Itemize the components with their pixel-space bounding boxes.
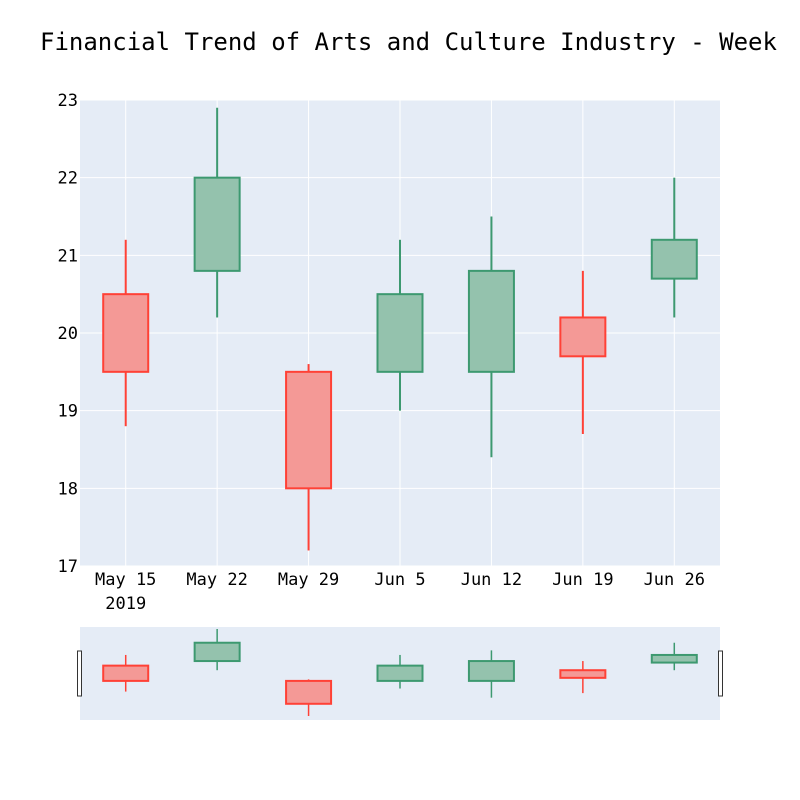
range-slider-right-handle[interactable]: [718, 650, 723, 697]
mini-candle-body: [376, 664, 424, 682]
mini-candle-body: [193, 641, 241, 663]
x-tick-label: May 15: [95, 570, 156, 590]
candle-2019-05-29[interactable]: [285, 364, 333, 551]
candle-2019-06-05[interactable]: [376, 239, 424, 411]
x-tick-label: Jun 12: [461, 570, 522, 590]
mini-candle-body: [102, 664, 150, 682]
candle-2019-05-22[interactable]: [193, 107, 241, 318]
candle-body: [467, 269, 515, 373]
mini-candle-body: [285, 679, 333, 705]
y-tick-label: 21: [58, 246, 78, 266]
mini-candle-2019-06-26: [650, 642, 698, 671]
candle-body: [102, 293, 150, 373]
x-year-label: 2019: [105, 594, 146, 614]
range-slider[interactable]: [77, 627, 723, 720]
candle-2019-06-12[interactable]: [467, 216, 515, 458]
y-axis-ticks: 17 18 19 20 21 22 23: [58, 91, 78, 577]
x-tick-label: Jun 5: [374, 570, 425, 590]
mini-candle-2019-05-22: [193, 629, 241, 671]
mini-candle-body: [467, 660, 515, 682]
chart-title: Financial Trend of Arts and Culture Indu…: [40, 28, 777, 56]
candle-2019-05-15[interactable]: [102, 239, 150, 427]
range-slider-candles: [102, 629, 698, 716]
mini-candle-body: [650, 653, 698, 664]
y-tick-label: 19: [58, 402, 78, 422]
candle-2019-06-26[interactable]: [650, 177, 698, 318]
mini-candle-body: [559, 669, 607, 679]
x-tick-label: Jun 26: [644, 570, 705, 590]
candle-body: [193, 176, 241, 272]
y-tick-label: 20: [58, 324, 78, 344]
candles: [102, 107, 698, 551]
mini-candle-2019-06-19: [559, 661, 607, 694]
mini-candle-2019-05-29: [285, 679, 333, 716]
y-tick-label: 23: [58, 91, 78, 111]
candle-body: [376, 293, 424, 373]
mini-candle-2019-05-15: [102, 654, 150, 692]
candle-2019-06-19[interactable]: [559, 270, 607, 434]
candle-body: [285, 370, 333, 490]
x-tick-label: Jun 19: [552, 570, 613, 590]
mini-candle-2019-06-12: [467, 650, 515, 698]
candle-body: [559, 316, 607, 358]
mini-candle-2019-06-05: [376, 654, 424, 689]
x-axis-ticks: May 15 May 22 May 29 Jun 5 Jun 12 Jun 19 Jun 2…: [95, 570, 705, 614]
y-tick-label: 18: [58, 479, 78, 499]
x-tick-label: May 22: [186, 570, 247, 590]
range-slider-left-handle[interactable]: [77, 650, 82, 697]
y-tick-label: 17: [58, 557, 78, 577]
y-tick-label: 22: [58, 169, 78, 189]
candle-body: [650, 238, 698, 280]
x-tick-label: May 29: [278, 570, 339, 590]
